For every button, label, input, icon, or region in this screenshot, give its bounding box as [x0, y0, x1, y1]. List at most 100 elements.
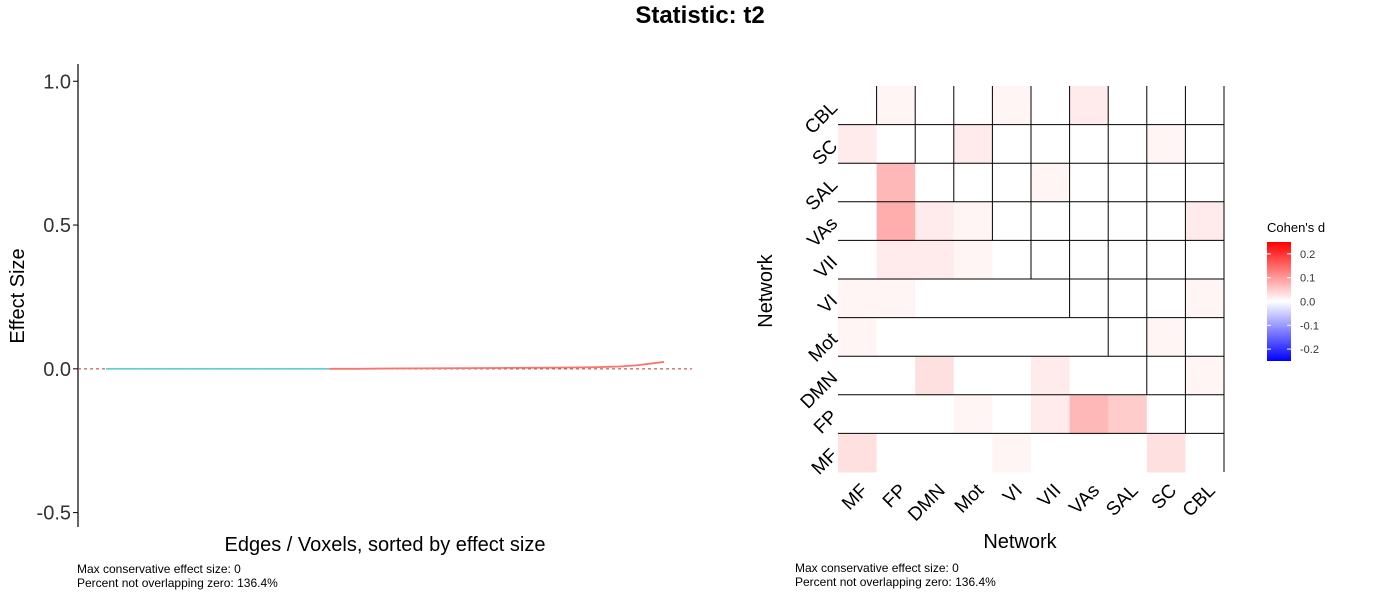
- heatmap-cell: [876, 394, 916, 434]
- legend-tick-label: -0.1: [1300, 320, 1319, 332]
- heatmap-cell: [1069, 124, 1109, 164]
- y-tick-label: -0.5: [37, 503, 71, 525]
- heatmap-cell: [992, 317, 1032, 357]
- heatmap-cell: [992, 201, 1032, 241]
- heatmap-cell: [1031, 279, 1071, 319]
- heatmap-cell: [1185, 433, 1225, 473]
- heatmap-cell: [876, 240, 916, 280]
- heatmap-cell: [1108, 240, 1148, 280]
- heatmap-x-tick-label: VII: [1034, 480, 1065, 511]
- heatmap-cell: [992, 279, 1032, 319]
- heatmap-cell: [1031, 317, 1071, 357]
- y-tick-label: 0.0: [43, 359, 71, 381]
- heatmap-cell: [838, 201, 878, 241]
- heatmap-cell: [876, 317, 916, 357]
- heatmap-cell: [953, 86, 993, 126]
- heatmap-cell: [1185, 201, 1225, 241]
- heatmap-cell: [838, 86, 878, 126]
- heatmap-y-tick-label: VI: [815, 291, 843, 319]
- heatmap-cell: [1108, 279, 1148, 319]
- heatmap-cell: [915, 433, 955, 473]
- heatmap-cell: [876, 279, 916, 319]
- heatmap-cell: [1031, 356, 1071, 396]
- heatmap-cell: [1069, 201, 1109, 241]
- heatmap-cell: [1185, 86, 1225, 126]
- heatmap-cell: [1108, 356, 1148, 396]
- heatmap-cell: [1108, 201, 1148, 241]
- heatmap-cell: [992, 86, 1032, 126]
- heatmap-cell: [915, 163, 955, 203]
- heatmap-cell: [915, 124, 955, 164]
- heatmap-cell: [876, 433, 916, 473]
- heatmap-cell: [1069, 394, 1109, 434]
- heatmap-y-tick-label: SAL: [802, 175, 842, 215]
- heatmap-cell: [838, 394, 878, 434]
- heatmap-cell: [1146, 163, 1186, 203]
- heatmap-cell: [1031, 240, 1071, 280]
- heatmap-cell: [1031, 394, 1071, 434]
- heatmap-cell: [876, 201, 916, 241]
- heatmap-cell: [1185, 394, 1225, 434]
- heatmap-cell: [1069, 356, 1109, 396]
- heatmap-cell: [992, 163, 1032, 203]
- heatmap-y-tick-label: CBL: [801, 98, 842, 139]
- heatmap-cell: [876, 163, 916, 203]
- heatmap-cell: [1146, 433, 1186, 473]
- y-tick-label: 0.5: [43, 215, 71, 237]
- heatmap-cell: [838, 317, 878, 357]
- heatmap-cell: [915, 356, 955, 396]
- heatmap-cell: [838, 240, 878, 280]
- heatmap-cell: [1146, 124, 1186, 164]
- heatmap-x-tick-label: DMN: [904, 480, 949, 525]
- heatmap-cell: [876, 124, 916, 164]
- heatmap-cell: [915, 240, 955, 280]
- heatmap-cell: [953, 163, 993, 203]
- heatmap-cell: [1069, 279, 1109, 319]
- heatmap-cell: [992, 124, 1032, 164]
- cohens-d-legend: Cohen's d 0.2 0.1 0.0 -0.1 -0.2: [1267, 220, 1325, 361]
- heatmap-x-tick-label: SAL: [1102, 480, 1142, 520]
- heatmap-x-axis-title: Network: [983, 531, 1057, 553]
- heatmap-y-tick-label: MF: [808, 445, 842, 479]
- heatmap-cell: [992, 240, 1032, 280]
- heatmap-caption: Max conservative effect size: 0 Percent …: [795, 561, 996, 589]
- heatmap-cell: [1108, 433, 1148, 473]
- heatmap-x-tick-label: CBL: [1179, 480, 1220, 521]
- heatmap-cell: [915, 394, 955, 434]
- y-axis-title: Effect Size: [7, 248, 29, 343]
- heatmap-cell: [953, 201, 993, 241]
- heatmap-y-tick-label: Mot: [805, 329, 843, 367]
- heatmap-cell: [953, 124, 993, 164]
- heatmap-cell: [1108, 124, 1148, 164]
- y-tick-label: 1.0: [43, 71, 71, 93]
- heatmap-cell: [1185, 163, 1225, 203]
- heatmap-cell: [953, 240, 993, 280]
- heatmap-cell: [953, 279, 993, 319]
- heatmap-cell: [838, 163, 878, 203]
- heatmap-cell: [838, 433, 878, 473]
- heatmap-cell: [1031, 124, 1071, 164]
- heatmap-cell: [1069, 240, 1109, 280]
- heatmap-cell: [1146, 356, 1186, 396]
- heatmap-cell: [838, 356, 878, 396]
- heatmap-x-tick-label: SC: [1148, 480, 1182, 514]
- heatmap-cell: [915, 201, 955, 241]
- heatmap-cell: [1146, 279, 1186, 319]
- heatmap-y-axis-title: Network: [755, 253, 777, 327]
- heatmap-caption-max: Max conservative effect size: 0: [795, 561, 959, 575]
- heatmap-y-tick-label: VII: [811, 252, 842, 283]
- heatmap-cell: [953, 433, 993, 473]
- heatmap-cell: [953, 356, 993, 396]
- heatmap-cell: [1031, 433, 1071, 473]
- heatmap-cell: [953, 317, 993, 357]
- heatmap-cell: [1108, 86, 1148, 126]
- heatmap-cell: [1146, 317, 1186, 357]
- legend-title: Cohen's d: [1267, 220, 1325, 235]
- heatmap-y-tick-label: FP: [810, 406, 842, 438]
- effect-size-line-panel: -0.5 0.0 0.5 1.0 Edges / Voxels, sorted by e…: [7, 64, 692, 556]
- heatmap-cell: [1031, 86, 1071, 126]
- heatmap-cell: [953, 394, 993, 434]
- heatmap-cell: [1108, 394, 1148, 434]
